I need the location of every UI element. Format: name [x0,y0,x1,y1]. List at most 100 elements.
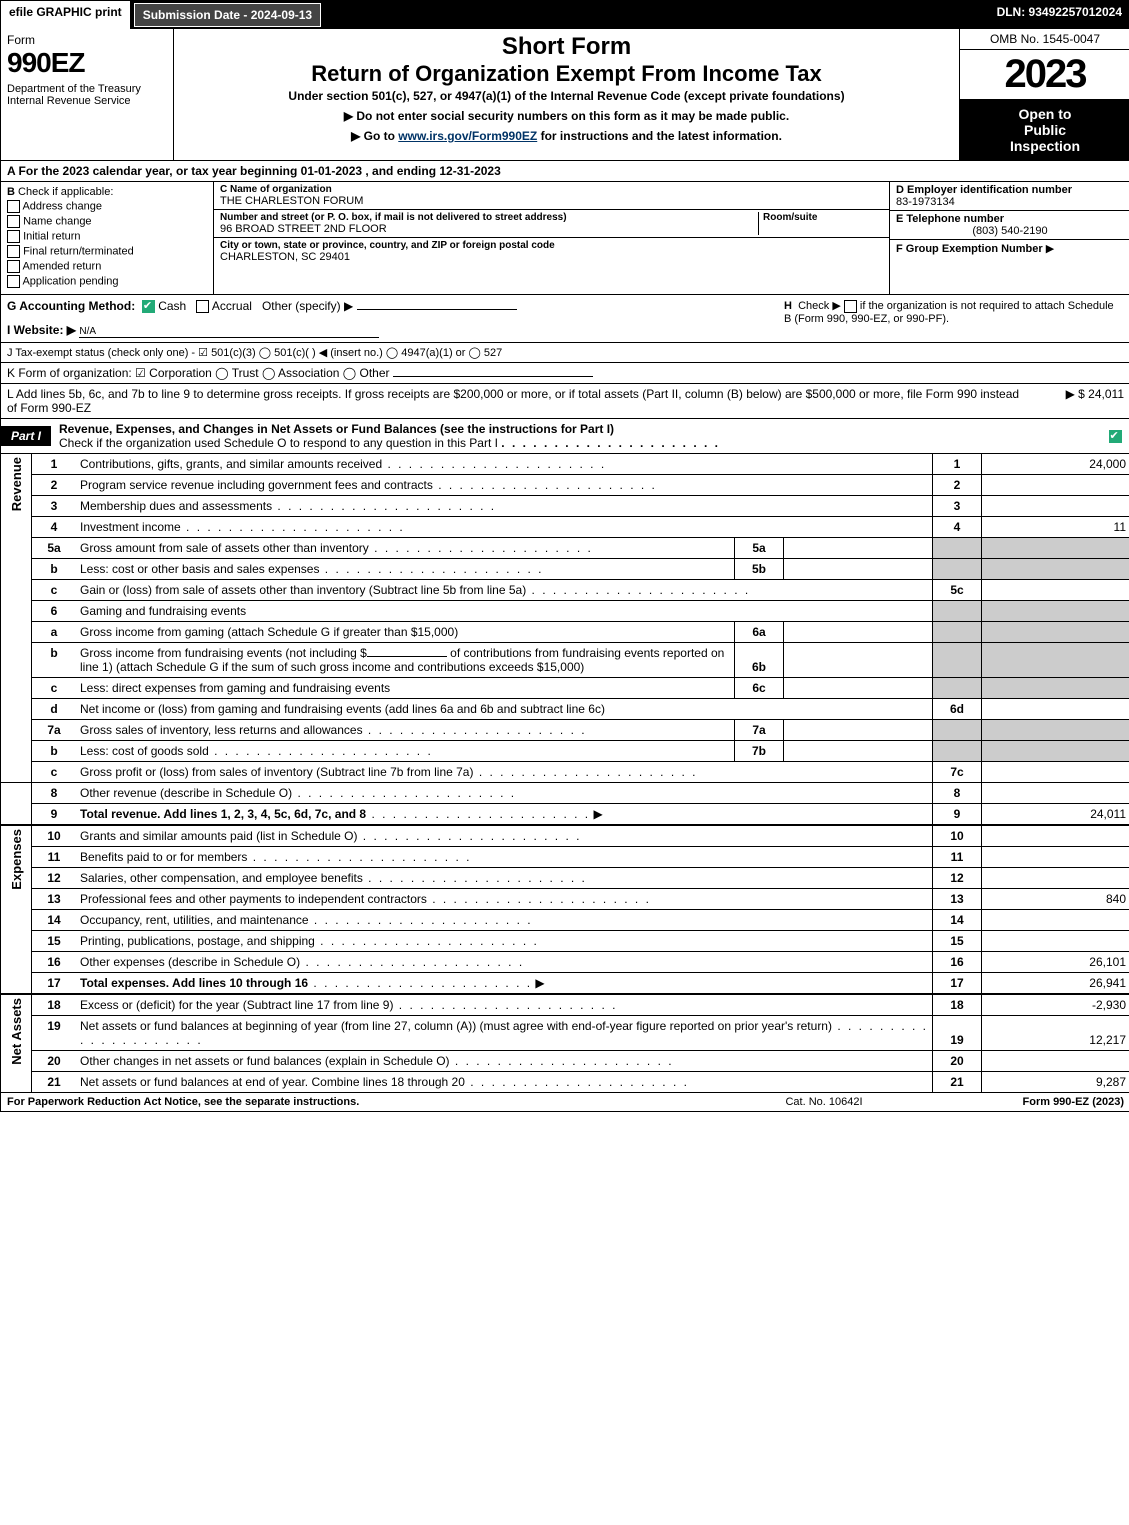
desc-5c: Gain or (loss) from sale of assets other… [80,583,526,597]
expenses-table: Expenses 10 Grants and similar amounts p… [1,824,1129,993]
dots [292,786,516,800]
num-7b-shade [933,741,982,762]
desc-13: Professional fees and other payments to … [80,892,427,906]
desc-12: Salaries, other compensation, and employ… [80,871,363,885]
ln-13: 13 [32,889,77,910]
b-text: Check if applicable: [18,186,113,198]
num-19: 19 [933,1016,982,1051]
row-k: K Form of organization: ☑ Corporation ◯ … [1,363,1129,384]
ln-16: 16 [32,952,77,973]
label-final-return: Final return/terminated [23,245,134,257]
desc-18: Excess or (deficit) for the year (Subtra… [80,998,393,1012]
num-20: 20 [933,1051,982,1072]
instr-ssn: ▶ Do not enter social security numbers o… [178,109,955,123]
desc-6c: Less: direct expenses from gaming and fu… [80,681,390,695]
e-label: E Telephone number [896,213,1124,225]
row-k-line [393,376,593,377]
ln-12: 12 [32,868,77,889]
ln-9: 9 [32,804,77,825]
amt-8 [982,783,1129,804]
check-cash[interactable] [142,300,155,313]
num-10: 10 [933,825,982,847]
ein-val: 83-1973134 [896,196,1124,208]
dots [465,1075,689,1089]
header: Form 990EZ Department of the Treasury In… [1,29,1129,161]
desc-21: Net assets or fund balances at end of ye… [80,1075,465,1089]
num-5a-shade [933,538,982,559]
part1-check[interactable] [1109,430,1122,443]
row-l-text: L Add lines 5b, 6c, and 7b to line 9 to … [7,387,1024,415]
desc-3: Membership dues and assessments [80,499,272,513]
check-accrual[interactable] [196,300,209,313]
desc-5b: Less: cost or other basis and sales expe… [80,562,319,576]
num-5c: 5c [933,580,982,601]
sidebar-expenses: Expenses [1,825,32,993]
check-amended-return[interactable] [7,260,20,273]
i-label: I Website: ▶ [7,323,76,337]
dots [181,520,405,534]
amt-6a-shade [982,622,1129,643]
desc-14: Occupancy, rent, utilities, and maintena… [80,913,309,927]
dots [450,1054,674,1068]
website-val: N/A [79,326,379,338]
ln-5c: c [32,580,77,601]
revenue-table: Revenue 1 Contributions, gifts, grants, … [1,454,1129,824]
row-a-taxyear: A For the 2023 calendar year, or tax yea… [1,161,1129,182]
desc-6d: Net income or (loss) from gaming and fun… [80,702,605,716]
sidebar-netassets: Net Assets [1,994,32,1092]
amt-19: 12,217 [982,1016,1129,1051]
short-form-label: Short Form [178,33,955,61]
form-word: Form [7,33,167,47]
check-application-pending[interactable] [7,275,20,288]
dots [363,871,587,885]
ln-5b: b [32,559,77,580]
ln-8: 8 [32,783,77,804]
footer-catno: Cat. No. 10642I [724,1096,924,1108]
topbar: efile GRAPHIC print Submission Date - 20… [1,1,1129,29]
desc-1: Contributions, gifts, grants, and simila… [80,457,382,471]
amt-12 [982,868,1129,889]
num-9: 9 [933,804,982,825]
dots [309,913,533,927]
ln-7b: b [32,741,77,762]
header-center: Short Form Return of Organization Exempt… [174,29,959,160]
blank-6b [367,656,447,657]
ln-6d: d [32,699,77,720]
row-k-text: K Form of organization: ☑ Corporation ◯ … [7,366,390,380]
footer-right-pre: Form [1023,1096,1054,1108]
amt-2 [982,475,1129,496]
desc-9: Total revenue. Add lines 1, 2, 3, 4, 5c,… [80,807,366,821]
c-label: C Name of organization [220,184,883,195]
ln-3: 3 [32,496,77,517]
check-address-change[interactable] [7,200,20,213]
check-final-return[interactable] [7,245,20,258]
efile-label: efile GRAPHIC print [1,1,132,29]
num-6b-shade [933,643,982,678]
num-18: 18 [933,994,982,1016]
check-name-change[interactable] [7,215,20,228]
dots [427,892,651,906]
amt-11 [982,847,1129,868]
amt-9: 24,011 [982,804,1129,825]
label-amended-return: Amended return [22,260,101,272]
ln-4: 4 [32,517,77,538]
check-h[interactable] [844,300,857,313]
check-initial-return[interactable] [7,230,20,243]
sub-7b: 7b [735,741,784,762]
footer-formref: Form 990-EZ (2023) [924,1096,1124,1108]
header-left: Form 990EZ Department of the Treasury In… [1,29,174,160]
sidebar-expenses-label: Expenses [9,829,24,890]
subval-6b [784,643,933,678]
dots [526,583,750,597]
subval-6a [784,622,933,643]
form-subtitle: Under section 501(c), 527, or 4947(a)(1)… [178,89,955,103]
irs-link[interactable]: www.irs.gov/Form990EZ [398,129,537,143]
addr-label: Number and street (or P. O. box, if mail… [220,212,758,223]
part1-checkline: Check if the organization used Schedule … [59,436,498,450]
d-label: D Employer identification number [896,184,1124,196]
sub-6b: 6b [735,643,784,678]
amt-13: 840 [982,889,1129,910]
dept: Department of the Treasury [7,83,167,95]
ln-11: 11 [32,847,77,868]
dots [300,955,524,969]
